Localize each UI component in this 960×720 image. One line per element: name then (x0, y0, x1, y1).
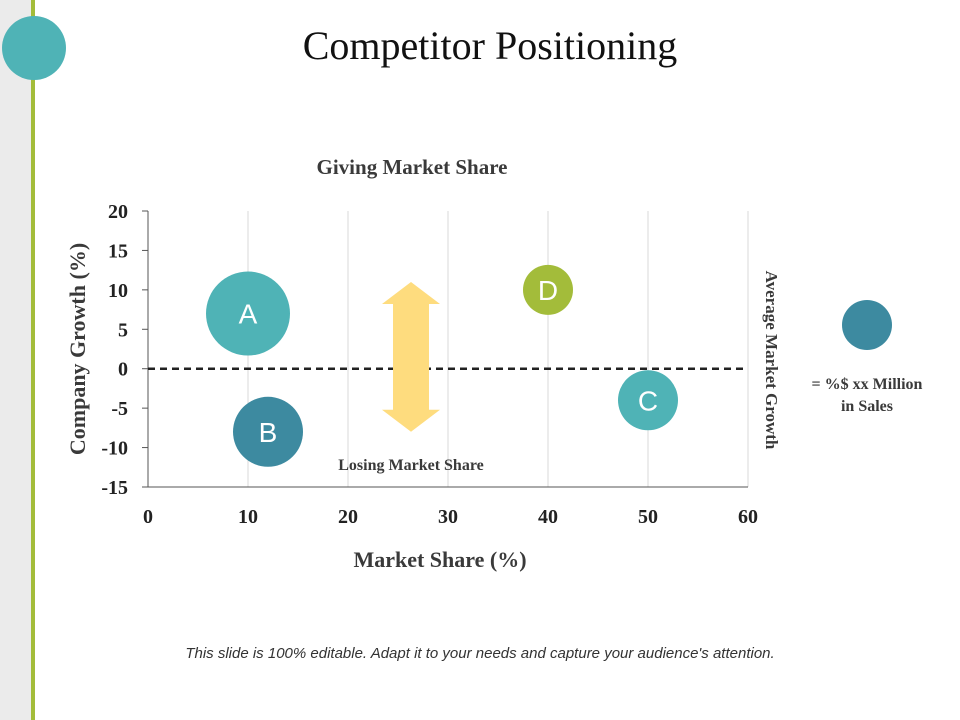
y-tick-label: -10 (101, 438, 128, 460)
bubble-label-a: A (239, 299, 258, 330)
y-tick-label: 15 (108, 240, 128, 262)
x-tick-label: 30 (438, 506, 458, 528)
bubble-a (206, 271, 290, 356)
average-market-growth-label: Average Market Growth (762, 271, 781, 450)
x-tick-label: 60 (738, 506, 758, 528)
bubbles: A B C D (206, 264, 678, 467)
y-tick-label: 10 (108, 280, 128, 302)
x-tick-label: 10 (238, 506, 258, 528)
y-tick-label: 20 (108, 201, 128, 223)
legend-circle (842, 300, 892, 350)
legend-label-line2: in Sales (841, 398, 893, 415)
bubble-d (523, 264, 573, 315)
axes (147, 211, 748, 488)
x-tick-label: 40 (538, 506, 558, 528)
bubble-label-c: C (638, 385, 658, 416)
giving-market-share-label: Giving Market Share (317, 155, 508, 179)
left-accent-line (31, 0, 35, 720)
x-tick-label: 50 (638, 506, 658, 528)
x-axis-title: Market Share (%) (353, 547, 526, 572)
y-tick-label: -15 (101, 477, 128, 499)
legend-label-line1: = %$ xx Million (812, 376, 923, 393)
bubble-b (233, 396, 303, 467)
grid-lines (247, 211, 749, 487)
bubble-label-b: B (259, 417, 278, 448)
bubble-label-d: D (538, 275, 558, 306)
decorative-circle (2, 16, 66, 80)
y-tick-label: 0 (118, 359, 128, 381)
footer-note: This slide is 100% editable. Adapt it to… (185, 645, 775, 662)
y-tick-label: -5 (111, 398, 128, 420)
bubble-c (618, 370, 678, 431)
slide-title: Competitor Positioning (302, 23, 678, 68)
left-panel (0, 0, 33, 720)
losing-market-share-label: Losing Market Share (338, 457, 483, 474)
double-arrow (382, 281, 440, 432)
x-tick-label: 20 (338, 506, 358, 528)
x-tick-label: 0 (143, 506, 153, 528)
y-axis-title: Company Growth (%) (65, 243, 90, 455)
y-tick-label: 5 (118, 319, 128, 341)
